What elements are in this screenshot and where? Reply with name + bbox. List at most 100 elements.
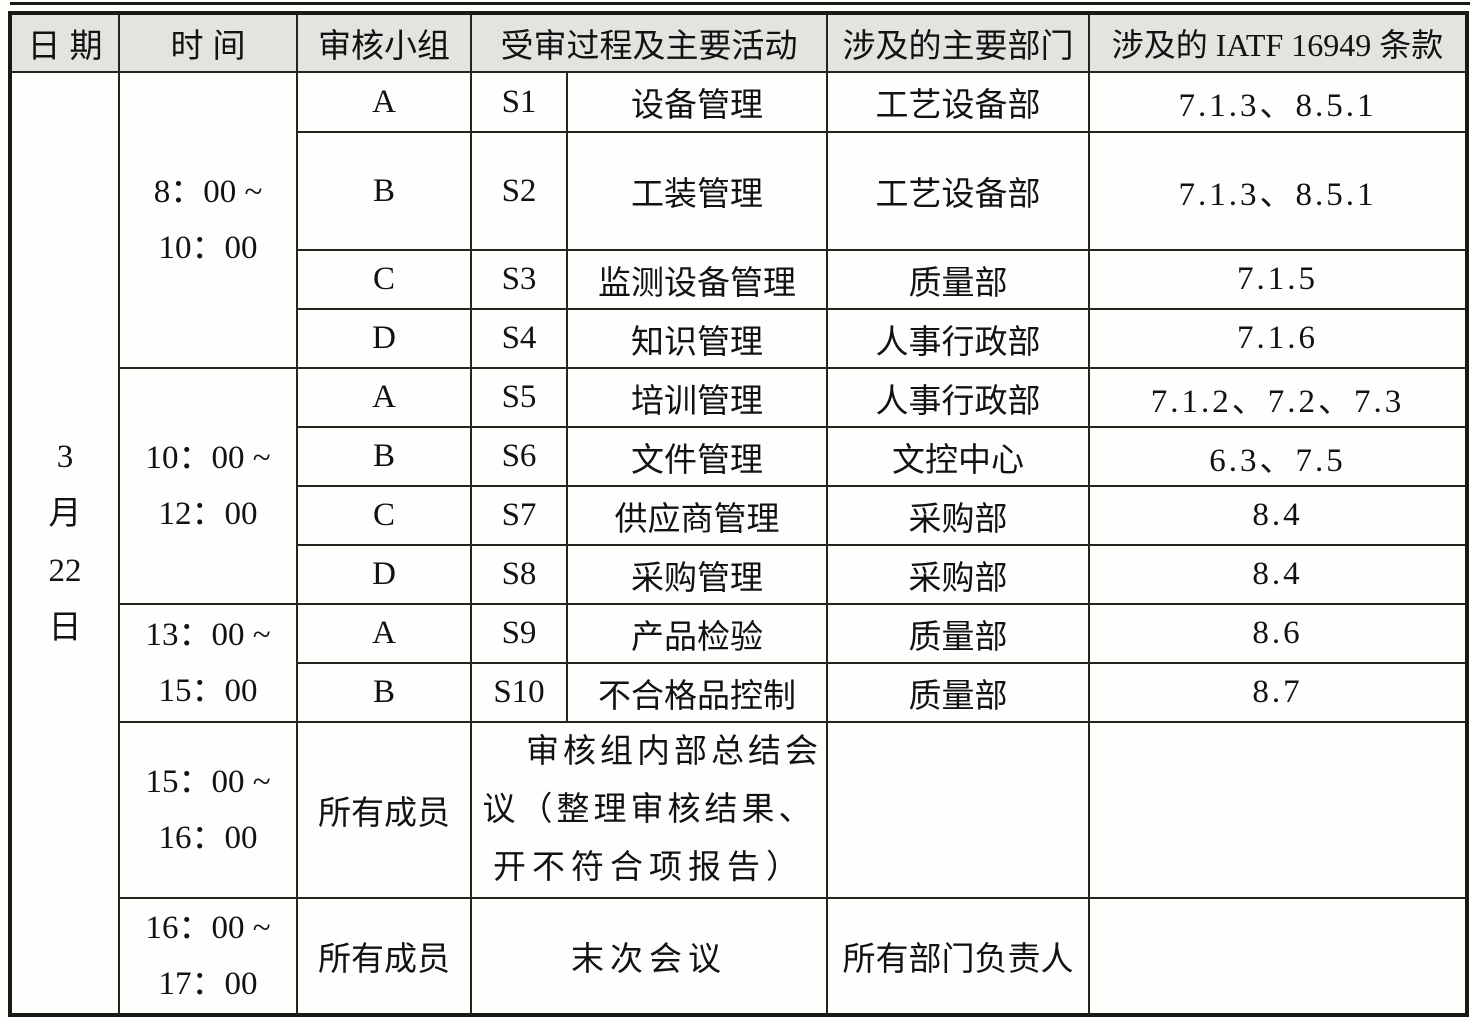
clause-cell: 6.3、7.5 — [1088, 426, 1468, 487]
date-cell: 3 月 22 日 — [9, 71, 120, 1016]
table-row: C S3 监测设备管理 质量部 7.1.5 — [10, 249, 1468, 310]
process-id-cell: S5 — [470, 367, 568, 428]
clause-cell — [1088, 721, 1468, 899]
activity-cell: 不合格品控制 — [566, 662, 828, 723]
team-cell: B — [296, 131, 472, 251]
process-id-cell: S4 — [470, 308, 568, 369]
time-end: 15：00 — [158, 673, 258, 709]
clause-cell: 8.7 — [1088, 662, 1468, 723]
header-department: 涉及的主要部门 — [826, 12, 1090, 73]
department-cell: 采购部 — [826, 544, 1090, 605]
team-cell: D — [296, 544, 472, 605]
department-cell: 质量部 — [826, 603, 1090, 664]
process-id-cell: S10 — [470, 662, 568, 723]
activity-cell: 设备管理 — [566, 71, 828, 133]
time-slot-cell: 8：00 ~ 10：00 — [118, 71, 298, 369]
table-row: B S6 文件管理 文控中心 6.3、7.5 — [10, 426, 1468, 487]
department-cell: 工艺设备部 — [826, 131, 1090, 251]
date-line: 月 — [48, 496, 82, 532]
clause-cell: 8.4 — [1088, 544, 1468, 605]
closing-activity-cell: 末次会议 — [470, 897, 828, 1016]
process-id-cell: S2 — [470, 131, 568, 251]
summary-activity-line: 审核组内部总结会 — [526, 734, 822, 770]
header-clause: 涉及的 IATF 16949 条款 — [1088, 12, 1468, 73]
team-cell: B — [296, 426, 472, 487]
table-row: 3 月 22 日 8：00 ~ 10：00 A S1 设备管理 工艺设备部 7.… — [9, 71, 1468, 1016]
date-line: 3 — [56, 439, 74, 475]
time-end: 17：00 — [158, 966, 258, 1002]
header-team: 审核小组 — [296, 12, 472, 73]
time-slot-cell: 16：00 ~ 17：00 — [118, 897, 298, 1016]
clause-cell: 7.1.3、8.5.1 — [1088, 131, 1468, 251]
team-cell: A — [296, 71, 472, 133]
process-id-cell: S1 — [470, 71, 568, 133]
time-start: 13：00 ~ — [145, 617, 271, 653]
table-row: D S4 知识管理 人事行政部 7.1.6 — [10, 308, 1468, 369]
clause-cell: 7.1.6 — [1088, 308, 1468, 369]
time-slot-cell: 10：00 ~ 12：00 — [118, 367, 298, 605]
table-row: 10：00 ~ 12：00 A S5 培训管理 人事行政部 7.1.2、7.2、… — [10, 367, 1468, 605]
time-slot-cell: 15：00 ~ 16：00 — [118, 721, 298, 899]
top-divider — [10, 2, 1470, 5]
date-line: 日 — [48, 610, 82, 646]
table-row: 15：00 ~ 16：00 所有成员 审核组内部总结会 议（整理审核结果、 开不… — [10, 721, 1468, 899]
table-row: B S2 工装管理 工艺设备部 7.1.3、8.5.1 — [10, 131, 1468, 251]
clause-cell: 8.4 — [1088, 485, 1468, 546]
activity-cell: 产品检验 — [566, 603, 828, 664]
table-row: C S7 供应商管理 采购部 8.4 — [10, 485, 1468, 546]
department-cell: 工艺设备部 — [826, 71, 1090, 133]
time-start: 10：00 ~ — [145, 440, 271, 476]
process-id-cell: S7 — [470, 485, 568, 546]
department-cell — [826, 721, 1090, 899]
department-cell: 人事行政部 — [826, 308, 1090, 369]
process-id-cell: S3 — [470, 249, 568, 310]
time-end: 10：00 — [158, 230, 258, 266]
time-start: 15：00 ~ — [145, 764, 271, 800]
table-row: 16：00 ~ 17：00 所有成员 末次会议 所有部门负责人 — [10, 897, 1468, 1016]
table-row: 13：00 ~ 15：00 A S9 产品检验 质量部 8.6 — [10, 603, 1468, 723]
clause-cell: 8.6 — [1088, 603, 1468, 664]
header-date: 日期 — [9, 12, 120, 73]
team-cell: 所有成员 — [296, 721, 472, 899]
team-cell: C — [296, 485, 472, 546]
activity-cell: 工装管理 — [566, 131, 828, 251]
team-cell: D — [296, 308, 472, 369]
department-cell: 采购部 — [826, 485, 1090, 546]
clause-cell: 7.1.3、8.5.1 — [1088, 71, 1468, 133]
department-cell: 质量部 — [826, 662, 1090, 723]
audit-schedule-table: 日期 时间 审核小组 受审过程及主要活动 涉及的主要部门 涉及的 IATF 16… — [8, 11, 1469, 1017]
team-cell: B — [296, 662, 472, 723]
table-row: D S8 采购管理 采购部 8.4 — [10, 544, 1468, 605]
activity-cell: 文件管理 — [566, 426, 828, 487]
team-cell: A — [296, 603, 472, 664]
clause-cell: 7.1.2、7.2、7.3 — [1088, 367, 1468, 428]
process-id-cell: S8 — [470, 544, 568, 605]
header-time: 时间 — [118, 12, 298, 73]
department-cell: 文控中心 — [826, 426, 1090, 487]
activity-cell: 知识管理 — [566, 308, 828, 369]
time-end: 12：00 — [158, 496, 258, 532]
time-start: 8：00 ~ — [153, 174, 263, 210]
clause-cell: 7.1.5 — [1088, 249, 1468, 310]
time-start: 16：00 ~ — [145, 910, 271, 946]
department-cell: 所有部门负责人 — [826, 897, 1090, 1016]
department-cell: 人事行政部 — [826, 367, 1090, 428]
team-cell: 所有成员 — [296, 897, 472, 1016]
header-row: 日期 时间 审核小组 受审过程及主要活动 涉及的主要部门 涉及的 IATF 16… — [9, 12, 1468, 73]
activity-cell: 监测设备管理 — [566, 249, 828, 310]
summary-activity-cell: 审核组内部总结会 议（整理审核结果、 开不符合项报告） — [470, 721, 828, 899]
clause-cell — [1088, 897, 1468, 1016]
activity-cell: 供应商管理 — [566, 485, 828, 546]
time-end: 16：00 — [158, 820, 258, 856]
time-slot-cell: 13：00 ~ 15：00 — [118, 603, 298, 723]
activity-cell: 采购管理 — [566, 544, 828, 605]
department-cell: 质量部 — [826, 249, 1090, 310]
header-process: 受审过程及主要活动 — [470, 12, 828, 73]
summary-activity-line: 议（整理审核结果、 — [482, 792, 816, 828]
team-cell: A — [296, 367, 472, 428]
process-id-cell: S9 — [470, 603, 568, 664]
date-line: 22 — [48, 553, 82, 589]
process-id-cell: S6 — [470, 426, 568, 487]
activity-cell: 培训管理 — [566, 367, 828, 428]
